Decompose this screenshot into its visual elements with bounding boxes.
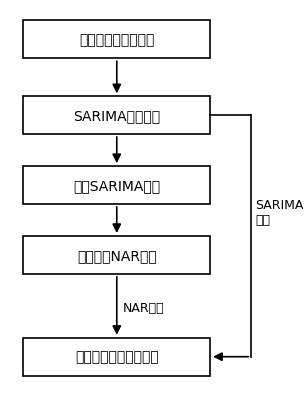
Text: 残差构建NAR模型: 残差构建NAR模型 (77, 248, 157, 262)
Text: SARIMA模型预测: SARIMA模型预测 (73, 109, 160, 123)
Text: NAR结果: NAR结果 (122, 302, 164, 314)
Text: 叠加得到最终预测结果: 叠加得到最终预测结果 (75, 350, 159, 364)
Bar (23, 338, 210, 376)
Text: SARIMA
结果: SARIMA 结果 (256, 198, 304, 227)
Bar (23, 97, 210, 135)
Bar (23, 167, 210, 205)
Text: 提取SARIMA残差: 提取SARIMA残差 (73, 178, 160, 192)
Bar (23, 21, 210, 59)
Text: 月度交通量时间序列: 月度交通量时间序列 (79, 33, 155, 47)
Bar (23, 236, 210, 274)
